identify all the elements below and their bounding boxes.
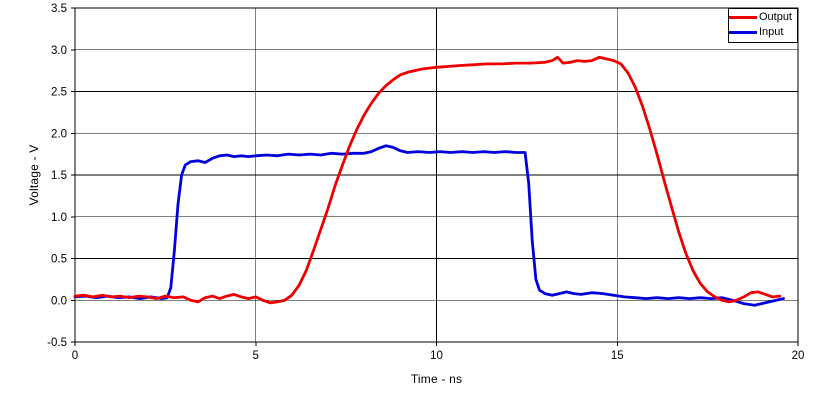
x-tick-label: 10 <box>430 350 443 362</box>
legend: Output Input <box>727 8 798 43</box>
x-tick-label: 0 <box>72 350 78 362</box>
y-tick-label: 3.0 <box>51 45 67 57</box>
y-axis-title: Voltage - V <box>27 144 41 206</box>
x-tick-label: 15 <box>611 350 624 362</box>
legend-label-output: Output <box>758 11 792 23</box>
y-tick-label: 0.5 <box>51 254 67 266</box>
series-line-output <box>73 55 782 305</box>
y-tick-label: 0.0 <box>51 295 67 307</box>
y-tick-label: 2.5 <box>51 87 67 99</box>
x-tick-label: 5 <box>253 350 259 362</box>
y-tick-label: 2.0 <box>51 128 67 140</box>
x-axis-title: Time - ns <box>410 372 463 386</box>
y-tick-label: 3.5 <box>51 3 67 15</box>
output-line-swatch <box>728 16 757 19</box>
y-tick-label: 1.5 <box>51 170 67 182</box>
y-tick-label: 1.0 <box>51 212 67 224</box>
input-line-swatch <box>728 31 757 34</box>
legend-label-input: Input <box>758 26 784 38</box>
legend-item-output: Output <box>728 10 792 25</box>
y-tick-label: -0.5 <box>47 337 67 349</box>
series-line-input <box>73 144 785 307</box>
plot-border <box>74 7 799 343</box>
x-tick-label: 20 <box>792 350 805 362</box>
legend-item-input: Input <box>728 25 792 40</box>
